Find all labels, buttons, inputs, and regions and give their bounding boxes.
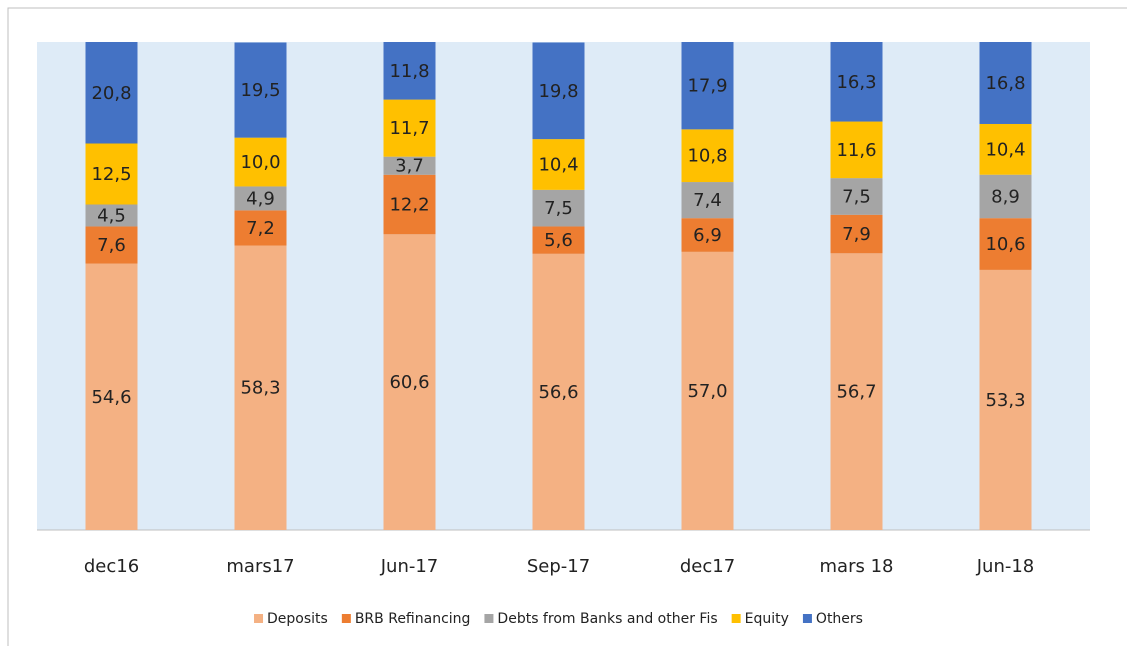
bar-segment [830,253,883,530]
bar-segment [85,42,138,144]
value-label: 4,5 [97,205,126,226]
value-label: 57,0 [687,381,727,402]
bar-segment [234,245,287,530]
legend-swatch [484,614,494,623]
value-label: 20,8 [91,83,131,104]
value-label: 12,5 [91,164,131,185]
bar-segment [681,129,734,183]
value-label: 53,3 [985,390,1025,411]
bar-segment [383,42,436,100]
value-label: 7,5 [544,198,573,219]
bar-segment [979,269,1032,530]
bar-segment [383,234,436,530]
value-label: 19,8 [538,81,578,102]
x-tick-label: dec16 [84,556,139,577]
value-label: 6,9 [693,225,722,246]
value-label: 10,8 [687,146,727,167]
value-label: 4,9 [246,188,275,209]
value-label: 56,6 [538,382,578,403]
value-label: 56,7 [836,382,876,403]
value-label: 7,5 [842,186,871,207]
x-tick-label: Sep-17 [527,556,590,577]
x-tick-label: mars 18 [820,556,894,577]
bar-segment [85,204,138,227]
value-label: 8,9 [991,186,1020,207]
bar-segment [979,174,1032,219]
value-label: 5,6 [544,230,573,251]
bar-segment [532,42,585,140]
bar-segment [979,42,1032,124]
bar-segment [383,99,436,157]
bar-segment [234,186,287,211]
value-label: 11,7 [389,118,429,139]
legend-label: Debts from Banks and other Fis [497,611,717,627]
bar-segment [383,174,436,235]
value-label: 58,3 [240,378,280,399]
bar-segment [532,253,585,531]
x-tick-label: dec17 [680,556,735,577]
bar-segment [979,123,1032,175]
value-label: 54,6 [91,387,131,408]
bar-segment [234,210,287,246]
legend-swatch [254,614,264,623]
legend-swatch [731,614,741,623]
x-tick-label: Jun-17 [380,556,439,577]
value-label: 16,3 [836,72,876,93]
value-label: 7,2 [246,218,275,239]
value-label: 10,6 [985,234,1025,255]
bar-segment [85,143,138,205]
bar-segment [85,226,138,264]
value-label: 10,4 [985,139,1025,160]
legend-swatch [341,614,351,623]
bar-segment [830,42,883,122]
bar-segment [830,214,883,254]
bar-segment [979,218,1032,270]
bar-segment [85,263,138,530]
frame [7,7,1127,646]
bar-segment [830,121,883,179]
value-label: 17,9 [687,76,727,97]
value-label: 7,6 [97,235,126,256]
bar-segment [532,226,585,254]
bar-segment [234,137,287,187]
value-label: 12,2 [389,195,429,216]
value-label: 10,0 [240,152,280,173]
bar-segment [681,42,734,130]
x-tick-label: Jun-18 [976,556,1035,577]
value-label: 16,8 [985,73,1025,94]
legend-label: Equity [745,611,789,627]
bar-segment [532,189,585,227]
bar-segment [830,178,883,215]
bar-segment [681,218,734,252]
value-label: 3,7 [395,156,424,177]
legend-swatch [802,614,812,623]
value-label: 19,5 [240,80,280,101]
legend-label: BRB Refinancing [355,611,471,627]
bar-segment [681,182,734,219]
value-label: 10,4 [538,154,578,175]
bar-segment [234,42,287,138]
value-label: 11,8 [389,61,429,82]
value-label: 11,6 [836,140,876,161]
x-tick-label: mars17 [226,556,294,577]
bar-segment [681,251,734,530]
value-label: 60,6 [389,372,429,393]
value-label: 7,9 [842,224,871,245]
legend-label: Others [816,611,863,627]
bar-segment [532,139,585,190]
legend-label: Deposits [267,611,328,627]
value-label: 7,4 [693,190,722,211]
bar-segment [383,156,436,175]
